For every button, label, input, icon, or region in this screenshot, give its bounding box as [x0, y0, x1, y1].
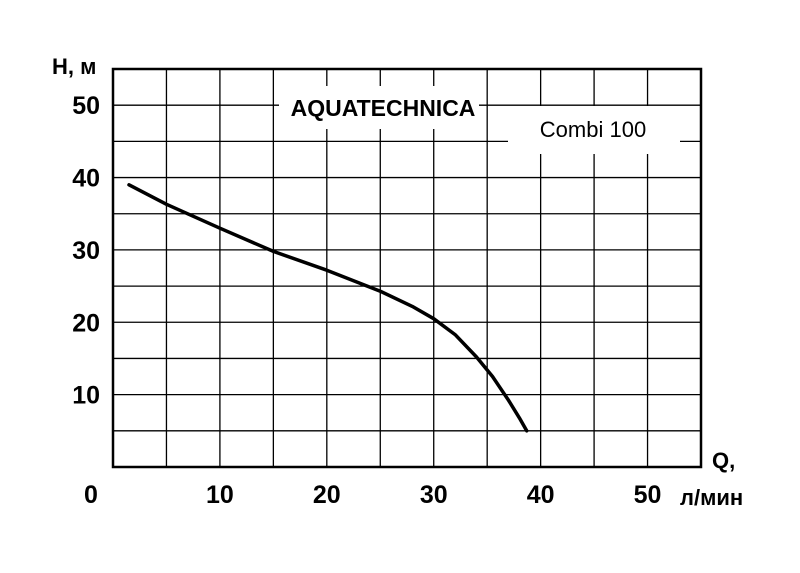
chart-subtitle: Combi 100: [540, 117, 646, 142]
series-line: [127, 183, 529, 433]
x-tick-label: 30: [420, 481, 448, 509]
x-axis-ticks: 10 20 30 40 50: [206, 481, 661, 509]
y-axis-label: H, м: [52, 54, 96, 79]
x-tick-label: 20: [313, 481, 341, 509]
y-tick-label: 40: [72, 165, 100, 193]
x-axis-unit: л/мин: [680, 485, 743, 510]
plot-frame: [111, 67, 703, 469]
y-axis-ticks: 10 20 30 40 50: [72, 92, 100, 409]
series-layer: [127, 183, 529, 433]
grid: [113, 69, 701, 467]
y-tick-label: 30: [72, 237, 100, 265]
origin-label: 0: [84, 481, 98, 509]
x-tick-label: 10: [206, 481, 234, 509]
chart-title: AQUATECHNICA: [291, 95, 476, 121]
y-tick-label: 50: [72, 92, 100, 120]
title-background: [279, 86, 479, 129]
y-tick-label: 10: [72, 382, 100, 410]
x-tick-label: 50: [634, 481, 662, 509]
x-axis-label: Q,: [712, 448, 735, 473]
subtitle-background: [508, 106, 680, 154]
y-tick-label: 20: [72, 309, 100, 337]
x-tick-label: 40: [527, 481, 555, 509]
